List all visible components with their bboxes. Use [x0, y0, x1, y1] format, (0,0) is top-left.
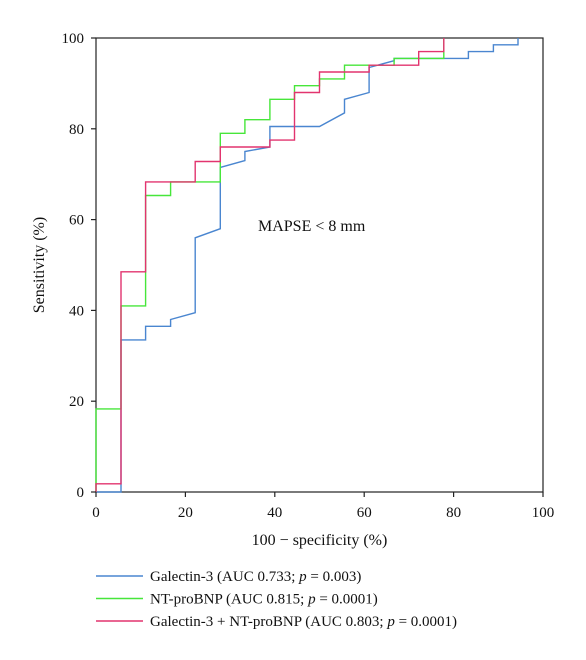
series-line-2: [95, 38, 445, 492]
x-tick-label: 80: [446, 505, 461, 521]
y-axis-label: Sensitivity (%): [31, 217, 48, 313]
plot-frame: [95, 37, 544, 493]
y-tick-label: 0: [77, 485, 85, 501]
x-tick-label: 20: [178, 505, 193, 521]
y-tick-label: 20: [69, 394, 84, 410]
y-tick-label: 60: [69, 213, 84, 229]
x-tick-label: 100: [532, 505, 555, 521]
legend-label-2: NT-proBNP (AUC 0.815; p = 0.0001): [150, 592, 378, 608]
y-tick-label: 40: [69, 303, 84, 319]
legend-label-3: Galectin-3 + NT-proBNP (AUC 0.803; p = 0…: [150, 614, 457, 630]
chart-annotation: MAPSE < 8 mm: [258, 218, 366, 235]
series-line-3: [95, 38, 445, 492]
y-tick-label: 100: [62, 31, 85, 47]
tick-layer: 0 20 40 60 80 100 0 20 40 60 80 100: [62, 31, 555, 521]
legend: Galectin-3 (AUC 0.733; p = 0.003) NT-proB…: [96, 569, 457, 630]
x-axis-label: 100 − specificity (%): [252, 532, 388, 549]
series-line-1: [96, 38, 519, 493]
x-tick-label: 0: [92, 505, 100, 521]
legend-label-1: Galectin-3 (AUC 0.733; p = 0.003): [150, 569, 361, 585]
x-tick-label: 60: [357, 505, 372, 521]
y-tick-label: 80: [69, 122, 84, 138]
x-tick-label: 40: [267, 505, 282, 521]
series-layer: [95, 38, 519, 493]
